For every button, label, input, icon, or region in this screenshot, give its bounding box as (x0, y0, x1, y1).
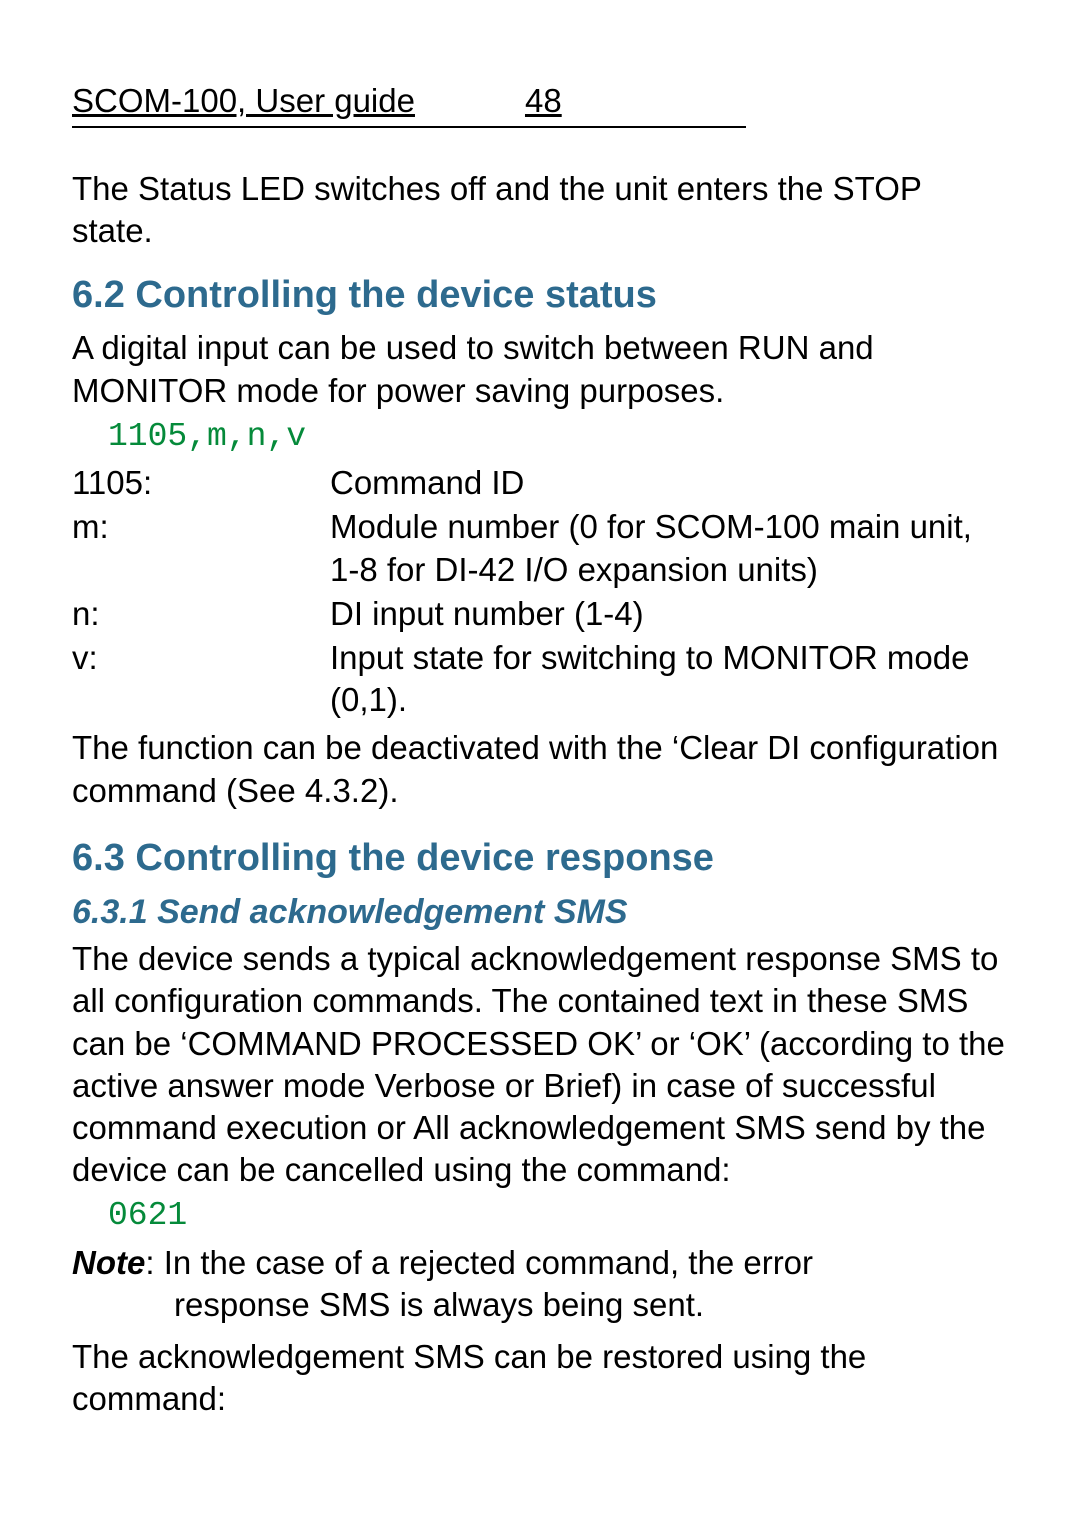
note-line-1: Note: In the case of a rejected command,… (72, 1242, 1008, 1284)
section-6-2-heading: 6.2 Controlling the device status (72, 271, 1008, 320)
param-term: n: (72, 593, 330, 635)
note-text-1: In the case of a rejected command, the e… (164, 1244, 813, 1281)
param-row-1105: 1105: Command ID (72, 462, 1008, 504)
param-row-m: m: Module number (0 for SCOM-100 main un… (72, 506, 1008, 590)
section-6-3-1-heading: 6.3.1 Send acknowledgement SMS (72, 891, 1008, 935)
intro-paragraph: The Status LED switches off and the unit… (72, 168, 1008, 252)
param-def: Module number (0 for SCOM-100 main unit,… (330, 506, 1008, 590)
sec631-code: 0621 (108, 1195, 1008, 1237)
param-row-v: v: Input state for switching to MONITOR … (72, 637, 1008, 721)
sec631-paragraph-1: The device sends a typical acknowledgeme… (72, 938, 1008, 1191)
doc-title: SCOM-100, User guide (72, 80, 415, 122)
param-row-n: n: DI input number (1-4) (72, 593, 1008, 635)
sec62-paragraph-1: A digital input can be used to switch be… (72, 327, 1008, 411)
sec62-code: 1105,m,n,v (108, 416, 1008, 458)
param-def: Input state for switching to MONITOR mod… (330, 637, 1008, 721)
sec62-paragraph-2: The function can be deactivated with the… (72, 727, 1008, 811)
param-def: DI input number (1-4) (330, 593, 1008, 635)
note-colon: : (145, 1244, 163, 1281)
note-block: Note: In the case of a rejected command,… (72, 1242, 1008, 1326)
note-label: Note (72, 1244, 145, 1281)
param-def: Command ID (330, 462, 1008, 504)
sec631-paragraph-2: The acknowledgement SMS can be restored … (72, 1336, 1008, 1420)
param-term: 1105: (72, 462, 330, 504)
param-term: v: (72, 637, 330, 721)
page-number: 48 (525, 80, 562, 122)
note-line-2: response SMS is always being sent. (72, 1284, 1008, 1326)
section-6-3-heading: 6.3 Controlling the device response (72, 834, 1008, 883)
param-term: m: (72, 506, 330, 590)
page-header: SCOM-100, User guide 48 (72, 80, 746, 128)
sec62-param-list: 1105: Command ID m: Module number (0 for… (72, 462, 1008, 721)
